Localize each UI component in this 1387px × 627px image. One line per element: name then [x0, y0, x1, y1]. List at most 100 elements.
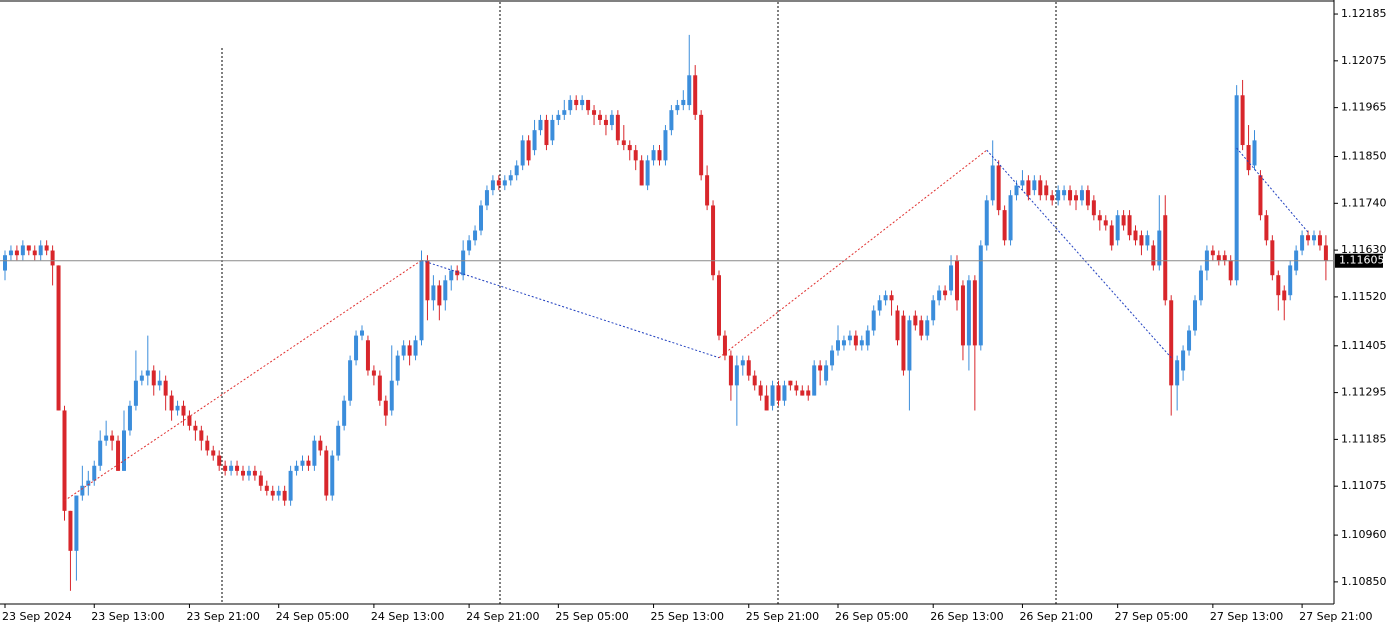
- candle-body: [1222, 255, 1227, 261]
- candle-body: [473, 230, 478, 241]
- candle-body: [1323, 245, 1328, 261]
- candle-body: [960, 285, 965, 346]
- candle-body: [235, 465, 240, 471]
- candle-body: [562, 110, 567, 115]
- x-tick-label: 25 Sep 05:00: [555, 610, 628, 623]
- candle-body: [3, 255, 7, 271]
- candle-body: [229, 465, 234, 471]
- candle-body: [859, 340, 864, 346]
- candle-body: [80, 485, 85, 496]
- candle-body: [104, 435, 109, 441]
- candle-body: [836, 340, 840, 351]
- candle-body: [223, 465, 228, 471]
- x-tick-label: 26 Sep 05:00: [835, 610, 908, 623]
- candle-body: [830, 350, 835, 366]
- candle-body: [883, 295, 888, 301]
- x-tick-label: 26 Sep 21:00: [1019, 610, 1092, 623]
- candle-body: [1139, 235, 1144, 246]
- candle-body: [419, 260, 424, 341]
- candle-body: [139, 375, 144, 381]
- y-tick-label: 1.10850: [1341, 575, 1387, 588]
- candle-body: [169, 395, 174, 411]
- y-tick-label: 1.12185: [1341, 7, 1387, 20]
- candle-body: [348, 360, 353, 401]
- candle-body: [98, 440, 103, 466]
- candle-body: [56, 265, 61, 411]
- candle-body: [538, 119, 543, 131]
- candle-body: [312, 440, 317, 466]
- x-tick-label: 27 Sep 05:00: [1115, 610, 1188, 623]
- candle-body: [1175, 360, 1180, 386]
- candle-body: [627, 145, 632, 151]
- candle-body: [1050, 195, 1055, 201]
- candle-body: [806, 390, 811, 396]
- candle-body: [252, 470, 257, 476]
- candle-body: [722, 335, 727, 356]
- candle-body: [746, 360, 751, 376]
- candle-body: [871, 310, 876, 331]
- candle-body: [443, 280, 448, 301]
- candle-body: [502, 180, 507, 186]
- candle-body: [20, 245, 25, 256]
- candle-body: [1157, 230, 1162, 266]
- candle-body: [276, 490, 281, 496]
- candle-body: [377, 375, 382, 401]
- candle-body: [407, 345, 412, 356]
- candle-body: [496, 180, 501, 186]
- candle-body: [1145, 235, 1150, 246]
- candle-body: [847, 335, 852, 341]
- candle-body: [699, 114, 704, 176]
- candle-body: [193, 425, 198, 431]
- candle-body: [1121, 215, 1126, 226]
- candle-body: [389, 380, 394, 411]
- candle-body: [1115, 215, 1120, 241]
- candle-body: [592, 110, 597, 115]
- candle-body: [514, 165, 519, 176]
- candle-body: [1085, 190, 1090, 206]
- candle-body: [401, 345, 406, 356]
- candle-body: [800, 390, 805, 396]
- candle-body: [568, 99, 573, 111]
- candle-body: [1014, 185, 1019, 196]
- candle-body: [300, 460, 305, 466]
- candle-body: [371, 370, 376, 376]
- candle-body: [752, 375, 757, 386]
- candle-body: [187, 415, 192, 426]
- candle-body: [360, 330, 364, 336]
- candle-body: [431, 285, 436, 301]
- candle-body: [907, 320, 912, 371]
- candle-body: [282, 490, 287, 501]
- day-separators: [221, 2, 1057, 604]
- candle-body: [764, 395, 769, 411]
- candle-body: [705, 175, 710, 206]
- candle-body: [1210, 250, 1215, 256]
- candle-body: [574, 99, 579, 106]
- candle-body: [1097, 215, 1102, 221]
- candle-body: [711, 205, 716, 276]
- x-tick-label: 27 Sep 21:00: [1299, 610, 1372, 623]
- candle-body: [1187, 330, 1192, 351]
- candle-body: [550, 119, 555, 141]
- candle-body: [1091, 200, 1096, 216]
- candle-body: [455, 270, 460, 276]
- candle-body: [580, 99, 585, 106]
- candle-body: [675, 105, 680, 111]
- candle-body: [241, 470, 245, 476]
- y-tick-label: 1.11630: [1341, 243, 1387, 256]
- candle-body: [1044, 185, 1049, 196]
- candle-body: [1074, 195, 1078, 201]
- candle-body: [1151, 245, 1156, 266]
- candle-body: [520, 140, 525, 166]
- x-tick-label: 23 Sep 13:00: [91, 610, 164, 623]
- candle-body: [145, 370, 150, 376]
- candle-body: [92, 465, 97, 481]
- candle-body: [1270, 240, 1275, 276]
- candles: [3, 34, 1328, 591]
- candle-body: [889, 295, 894, 301]
- candle-body: [1300, 235, 1305, 251]
- candle-body: [461, 250, 466, 276]
- candle-body: [651, 150, 656, 161]
- candle-body: [1133, 230, 1138, 241]
